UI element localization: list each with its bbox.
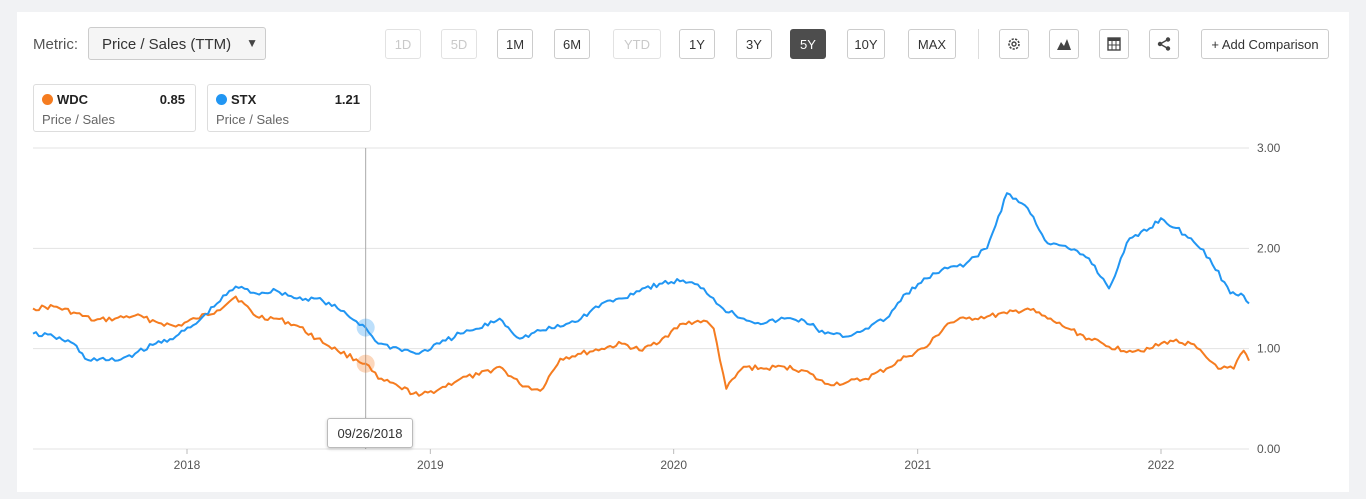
- legend-value: 1.21: [334, 92, 360, 107]
- crosshair-date-tooltip: 09/26/2018: [327, 418, 413, 448]
- gear-icon: [1008, 38, 1020, 50]
- chart-type-button[interactable]: [1049, 29, 1079, 59]
- series-line-wdc: [32, 295, 1250, 397]
- chevron-down-icon: ▼: [246, 36, 258, 50]
- table-icon: [1107, 37, 1121, 51]
- toolbar-divider: [978, 29, 979, 59]
- crosshair-marker-wdc: [356, 354, 375, 373]
- range-button-5y[interactable]: 5Y: [790, 29, 826, 59]
- range-button-5d[interactable]: 5D: [441, 29, 477, 59]
- legend-subtitle: Price / Sales: [42, 112, 115, 127]
- series-line-stx: [32, 192, 1250, 362]
- legend-card-wdc[interactable]: WDC 0.85 Price / Sales: [33, 84, 196, 132]
- x-tick-label: 2018: [174, 458, 201, 472]
- mountain-chart-icon: [1057, 39, 1071, 50]
- metric-dropdown[interactable]: Price / Sales (TTM) ▼: [88, 27, 266, 60]
- range-button-10y[interactable]: 10Y: [847, 29, 885, 59]
- legend-dot-wdc: [42, 94, 53, 105]
- metric-selected-value: Price / Sales (TTM): [102, 36, 232, 53]
- add-comparison-button[interactable]: + Add Comparison: [1201, 29, 1329, 59]
- x-tick-label: 2020: [660, 458, 687, 472]
- y-tick-label: 3.00: [1257, 141, 1281, 155]
- share-icon: [1157, 37, 1171, 51]
- crosshair-marker-stx: [356, 318, 375, 337]
- range-button-max[interactable]: MAX: [908, 29, 956, 59]
- y-tick-label: 0.00: [1257, 442, 1281, 456]
- range-button-1y[interactable]: 1Y: [679, 29, 715, 59]
- x-tick-label: 2021: [904, 458, 931, 472]
- range-button-ytd[interactable]: YTD: [613, 29, 661, 59]
- share-button[interactable]: [1149, 29, 1179, 59]
- legend-ticker: STX: [231, 92, 257, 107]
- range-button-3y[interactable]: 3Y: [736, 29, 772, 59]
- legend-dot-stx: [216, 94, 227, 105]
- table-view-button[interactable]: [1099, 29, 1129, 59]
- legend-subtitle: Price / Sales: [216, 112, 289, 127]
- legend-value: 0.85: [159, 92, 185, 107]
- legend-card-stx[interactable]: STX 1.21 Price / Sales: [207, 84, 371, 132]
- settings-button[interactable]: [999, 29, 1029, 59]
- metric-label: Metric:: [33, 36, 78, 53]
- range-button-1m[interactable]: 1M: [497, 29, 533, 59]
- x-tick-label: 2022: [1148, 458, 1175, 472]
- legend-ticker: WDC: [57, 92, 89, 107]
- range-button-6m[interactable]: 6M: [554, 29, 590, 59]
- x-tick-label: 2019: [417, 458, 444, 472]
- y-tick-label: 1.00: [1257, 342, 1281, 356]
- chart-panel: Metric: Price / Sales (TTM) ▼ 1D 5D 1M 6M YT…: [17, 12, 1349, 492]
- y-tick-label: 2.00: [1257, 241, 1281, 255]
- line-chart[interactable]: 0.00 1.00 2.00 3.00 2018 2019 2020 2021 2022: [17, 12, 1349, 482]
- range-button-1d[interactable]: 1D: [385, 29, 421, 59]
